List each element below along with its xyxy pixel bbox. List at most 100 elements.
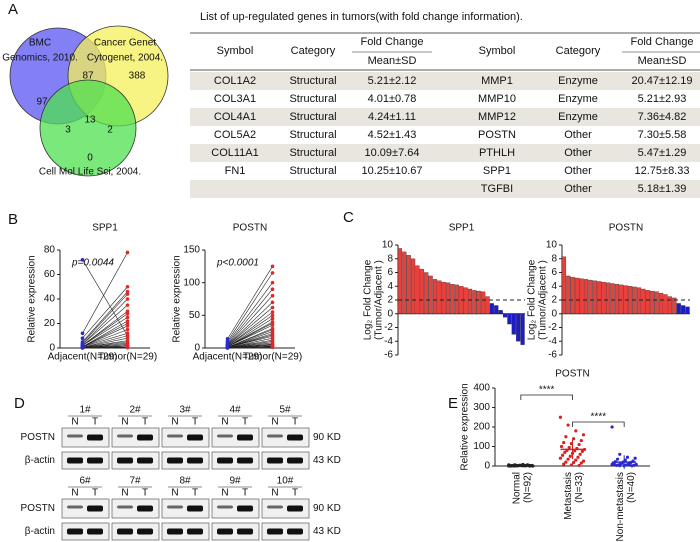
band [167, 528, 183, 535]
blot [111, 451, 160, 470]
venn-count: 388 [129, 71, 146, 82]
venn-set-label: Cancer Genet [94, 38, 156, 49]
bar [579, 278, 584, 314]
pair-line [82, 320, 128, 348]
pair-line [82, 313, 128, 346]
table-cell: TGFBI [481, 183, 513, 195]
table-cell: 5.21±2.93 [638, 93, 687, 105]
x-tick-label: (N=40) [626, 472, 637, 503]
significance-bracket [520, 394, 573, 400]
bar [467, 288, 473, 314]
table-header: Symbol [479, 45, 516, 57]
chart-title: POSTN [609, 223, 643, 234]
band [67, 434, 83, 438]
blot [261, 451, 310, 470]
point [628, 463, 632, 467]
y-tick-label: 6 [387, 267, 393, 278]
y-axis-label: (Tumor/Adjacent ) [374, 260, 385, 340]
table-header: Fold Change [631, 36, 694, 48]
lane-label: N [121, 417, 128, 428]
bar [566, 275, 571, 314]
lane-label: N [171, 417, 178, 428]
x-tick-label: (N=92) [522, 472, 533, 503]
y-tick-label: 0 [551, 308, 557, 319]
bar [614, 284, 620, 314]
band [87, 434, 103, 441]
panel-label: A [8, 1, 18, 18]
bar [410, 258, 416, 314]
bar [424, 272, 429, 314]
table-cell: 7.30±5.58 [638, 129, 687, 141]
bar [592, 280, 597, 314]
pair-line [82, 337, 128, 348]
bar [446, 282, 451, 314]
table-header: Category [556, 45, 601, 57]
point [562, 441, 566, 445]
band [67, 457, 83, 464]
table-cell: SPP1 [483, 165, 511, 177]
lane-label: N [221, 488, 228, 499]
y-tick-label: 50 [189, 310, 201, 321]
sample-label: 6# [79, 476, 91, 487]
bar [516, 313, 521, 342]
point [270, 313, 275, 318]
point [578, 452, 582, 456]
point [125, 297, 130, 301]
y-axis-label: Log₂ Fold Change [527, 259, 538, 340]
point [270, 264, 275, 269]
point [125, 303, 130, 307]
bar [441, 281, 446, 314]
bar [489, 303, 494, 314]
y-tick-label: 0 [194, 343, 200, 354]
pair-line [227, 272, 273, 342]
pair-line [227, 266, 273, 340]
blot [261, 522, 310, 541]
venn-count: 2 [107, 125, 113, 136]
y-tick-label: 0 [484, 461, 490, 472]
venn-set-label: Genomics, 2010. [2, 53, 78, 64]
x-tick-label: Adjacent(N=29) [48, 352, 118, 363]
x-tick-label: Tumor(N=29) [243, 352, 302, 363]
bar [476, 290, 481, 314]
y-tick-label: 40 [44, 294, 56, 305]
point [580, 449, 585, 453]
point [125, 284, 130, 289]
pair-line [82, 325, 128, 348]
chart-title: SPP1 [92, 223, 118, 234]
band [287, 505, 303, 512]
size-label: 90 KD [313, 503, 341, 514]
panel-label: C [343, 209, 354, 226]
pair-line [82, 286, 128, 339]
table-header: Symbol [217, 45, 254, 57]
table-cell: COL11A1 [211, 147, 259, 159]
point [125, 250, 130, 255]
lane-label: T [292, 488, 298, 499]
point [270, 280, 275, 285]
table-cell: Structural [289, 93, 336, 105]
band [87, 505, 103, 512]
point [566, 457, 570, 461]
sample-label: 5# [279, 405, 291, 416]
table-cell: PTHLH [479, 147, 515, 159]
y-tick-label: 60 [44, 269, 56, 280]
lane-label: N [171, 488, 178, 499]
y-axis-label: Relative expression [172, 255, 183, 342]
point [561, 453, 565, 457]
pair-line [227, 347, 273, 349]
panel-label: D [14, 395, 25, 412]
y-axis-label: Relative expression [27, 255, 38, 342]
venn-count: 87 [82, 71, 94, 82]
sample-label: 3# [179, 405, 191, 416]
point [270, 323, 275, 327]
y-tick-label: -4 [384, 336, 393, 347]
significance: **** [591, 412, 607, 423]
annotation: p=0.0044 [71, 258, 114, 269]
table-cell: 4.24±1.11 [368, 111, 416, 123]
band [267, 505, 283, 509]
band [267, 457, 283, 464]
table-cell: Other [564, 147, 592, 159]
pair-line [82, 304, 128, 345]
bar [681, 305, 686, 314]
venn-set-label: Cytogenet, 2004. [87, 53, 163, 64]
y-tick-label: 80 [44, 245, 56, 256]
